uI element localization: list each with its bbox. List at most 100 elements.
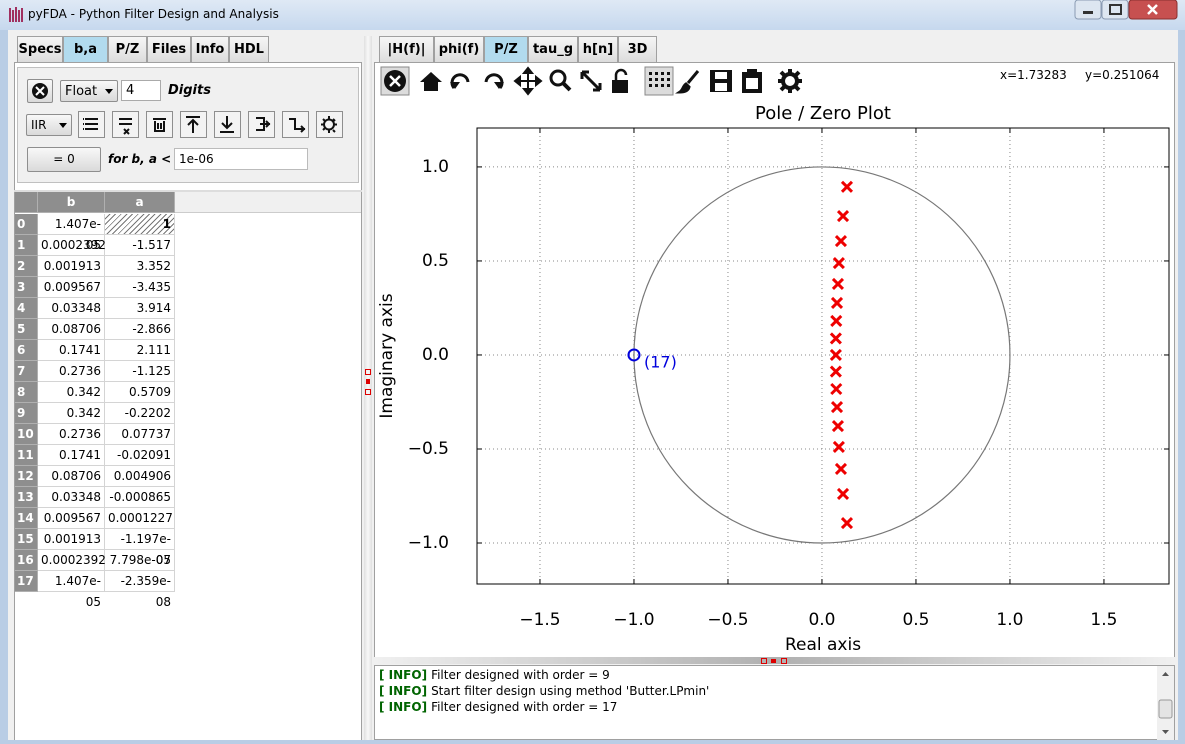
tab[interactable]: |H(f)|	[379, 36, 434, 62]
splitter[interactable]	[364, 36, 372, 740]
table-cell[interactable]: 0.03348	[38, 298, 105, 319]
table-cell[interactable]: -0.000865	[105, 487, 175, 508]
tab[interactable]: phi(f)	[434, 36, 484, 62]
row-header: 0	[15, 214, 38, 235]
tab[interactable]: h[n]	[578, 36, 618, 62]
tab[interactable]: 3D	[618, 36, 657, 62]
y-tick-label: −0.5	[408, 439, 449, 459]
set-zero-label: = 0	[53, 152, 75, 166]
header-filler	[175, 192, 361, 213]
row-header: 2	[15, 256, 38, 277]
filter-type-select[interactable]: IIR	[26, 114, 72, 136]
table-cell[interactable]: -3.435	[105, 277, 175, 298]
x-tick-label: −1.5	[519, 610, 560, 630]
row-header: 10	[15, 424, 38, 445]
table-cell[interactable]: 1.407e-05	[38, 214, 105, 252]
log-scrollbar[interactable]	[1157, 666, 1174, 740]
table-cell[interactable]: 0.0001227	[105, 508, 175, 529]
table-cell[interactable]: 0.1741	[38, 445, 105, 466]
table-cell[interactable]: -1.517	[105, 235, 175, 256]
table-cell[interactable]: 0.5709	[105, 382, 175, 403]
separator	[14, 190, 362, 192]
y-tick-label: −1.0	[408, 533, 449, 553]
tab[interactable]: Specs	[17, 36, 63, 62]
row-header: 12	[15, 466, 38, 487]
table-cell[interactable]: 0.2736	[38, 424, 105, 445]
log-line: [ INFO] Filter designed with order = 9	[379, 668, 610, 682]
tab[interactable]: P/Z	[108, 36, 147, 62]
threshold-input[interactable]: 1e-06	[174, 148, 308, 170]
tab[interactable]: b,a	[63, 36, 108, 62]
table-cell[interactable]: 0.2736	[38, 361, 105, 382]
pole-zero-plot: Pole / Zero Plot −1.5 −1.0 −0.5 0.0 0.5 1.0 1.5…	[377, 103, 1170, 655]
splitter-handle[interactable]	[760, 657, 790, 665]
table-cell[interactable]: 0.001913	[38, 529, 105, 550]
tab[interactable]: HDL	[229, 36, 269, 62]
y-axis-label: Imaginary axis	[377, 293, 397, 418]
y-tick-label: 0.0	[422, 345, 449, 365]
row-header: 4	[15, 298, 38, 319]
format-select[interactable]: Float	[60, 80, 118, 102]
row-header: 8	[15, 382, 38, 403]
table-cell[interactable]: 0.342	[38, 382, 105, 403]
table-cell[interactable]: 1	[105, 214, 175, 235]
tab[interactable]: Info	[191, 36, 229, 62]
table-cell[interactable]: 0.0002392	[38, 235, 106, 256]
tab[interactable]: Files	[147, 36, 191, 62]
x-axis-label: Real axis	[785, 635, 861, 655]
log-message: Start filter design using method 'Butter…	[431, 684, 710, 698]
table-cell[interactable]: -1.197e-05	[105, 529, 175, 567]
table-cell[interactable]: 3.914	[105, 298, 175, 319]
pole	[829, 332, 842, 345]
zero	[627, 348, 641, 362]
pole	[829, 348, 842, 362]
row-header: 13	[15, 487, 38, 508]
table-cell[interactable]: 7.798e-07	[105, 550, 175, 571]
table-cell[interactable]: 0.08706	[38, 466, 105, 487]
table-cell[interactable]: 0.001913	[38, 256, 105, 277]
table-cell[interactable]: -1.125	[105, 361, 175, 382]
table-cell[interactable]: 0.08706	[38, 319, 105, 340]
tab[interactable]: tau_g	[528, 36, 578, 62]
row-header: 1	[15, 235, 38, 256]
pole	[834, 234, 848, 248]
table-cell[interactable]: -0.2202	[105, 403, 175, 424]
dropdown-arrow	[59, 123, 67, 128]
table-tool-buttons[interactable]	[78, 111, 348, 139]
clear-button[interactable]	[27, 79, 53, 103]
cursor-x: x=1.73283	[1000, 68, 1067, 82]
table-cell[interactable]: 0.0002392	[38, 550, 106, 571]
table-cell[interactable]: 0.004906	[105, 466, 175, 487]
window-controls[interactable]	[1074, 0, 1180, 22]
table-cell[interactable]: 0.03348	[38, 487, 105, 508]
pole	[836, 487, 850, 500]
table-cell[interactable]: 0.342	[38, 403, 105, 424]
tab[interactable]: P/Z	[484, 36, 528, 62]
digits-label: Digits	[168, 83, 211, 98]
log-line: [ INFO] Filter designed with order = 17	[379, 700, 617, 714]
log-line: [ INFO] Start filter design using method …	[379, 684, 709, 698]
table-cell[interactable]: 0.009567	[38, 277, 105, 298]
pole	[831, 277, 845, 290]
table-cell[interactable]: 3.352	[105, 256, 175, 277]
plot-toolbar[interactable]	[380, 66, 810, 96]
digits-spinbox[interactable]: 4	[121, 80, 161, 101]
table-cell[interactable]: 0.1741	[38, 340, 105, 361]
pole	[829, 365, 842, 378]
table-cell[interactable]: -2.866	[105, 319, 175, 340]
table-cell[interactable]: 1.407e-05	[38, 571, 105, 609]
x-tick-label: 1.0	[996, 610, 1023, 630]
table-cell[interactable]: 0.009567	[38, 508, 105, 529]
zero-multiplicity: (17)	[644, 352, 677, 371]
row-header: 17	[15, 571, 38, 592]
table-cell[interactable]: -2.359e-08	[105, 571, 175, 609]
row-header: 16	[15, 550, 38, 571]
table-cell[interactable]: -0.02091	[105, 445, 175, 466]
row-header: 11	[15, 445, 38, 466]
pole	[830, 296, 844, 309]
splitter-handle[interactable]	[364, 368, 372, 396]
row-header: 15	[15, 529, 38, 550]
table-cell[interactable]: 2.111	[105, 340, 175, 361]
set-zero-button[interactable]: = 0	[27, 147, 101, 172]
table-cell[interactable]: 0.07737	[105, 424, 175, 445]
